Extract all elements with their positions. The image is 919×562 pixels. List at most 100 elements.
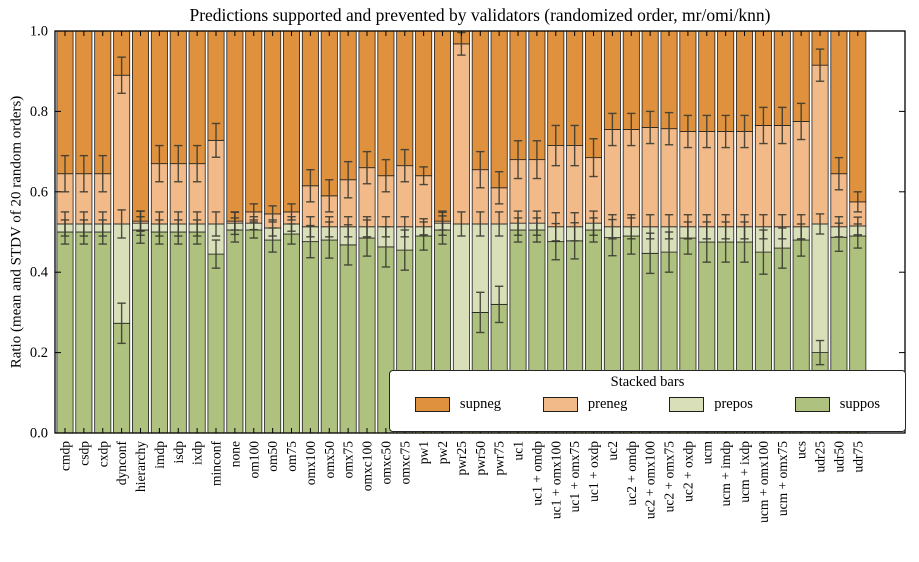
- legend-label-suppos: suppos: [839, 396, 881, 412]
- bar-segment-suppos: [75, 231, 93, 434]
- bar-segment-suppos: [301, 241, 319, 434]
- legend-title: Stacked bars: [610, 374, 685, 390]
- bar-segment-supneg: [132, 30, 150, 222]
- bar-segment-suppos: [283, 233, 301, 434]
- bar-segment-suppos: [264, 239, 282, 434]
- bar-segment-supneg: [415, 30, 433, 177]
- x-tick-label: imdp: [152, 441, 167, 469]
- bar-segment-supneg: [358, 30, 376, 169]
- bar-segment-supneg: [320, 30, 338, 197]
- bar-segment-supneg: [283, 30, 301, 213]
- x-tick-label: uc2: [605, 441, 620, 461]
- y-tick-label: 0.4: [30, 265, 49, 281]
- y-tick-label: 0.0: [30, 426, 48, 442]
- x-tick-label: csdp: [76, 441, 91, 466]
- legend-row: supneg preneg prepos suppos: [390, 396, 905, 413]
- bar-segment-supneg: [490, 30, 508, 189]
- bar-segment-supneg: [301, 30, 319, 187]
- legend-item-prepos: prepos: [669, 396, 753, 413]
- bar-segment-prepos: [811, 223, 829, 354]
- bar-segment-supneg: [830, 30, 848, 175]
- bar-segment-supneg: [188, 30, 206, 165]
- x-tick-label: ucm: [699, 441, 714, 465]
- x-tick-label: pwr50: [473, 441, 488, 476]
- bar-segment-supneg: [849, 30, 867, 203]
- x-tick-label: ucm + omx100: [756, 441, 771, 523]
- bar-segment-supneg: [471, 30, 489, 171]
- bar-segment-supneg: [56, 30, 74, 175]
- bar-segment-suppos: [132, 229, 150, 434]
- legend: Stacked bars supneg preneg prepos suppos: [389, 370, 906, 432]
- x-tick-label: omxc75: [397, 441, 412, 485]
- legend-item-preneg: preneg: [542, 396, 628, 413]
- x-tick-label: pwr25: [454, 441, 469, 476]
- x-tick-label: pwr75: [492, 441, 507, 476]
- bar-segment-supneg: [226, 30, 244, 222]
- x-tick-label: isdp: [171, 441, 186, 464]
- x-tick-label: omx100: [303, 441, 318, 486]
- x-tick-label: udr25: [813, 441, 828, 473]
- bar-segment-preneg: [113, 74, 131, 225]
- x-tick-label: uc1 + omx75: [567, 441, 582, 513]
- bar-segment-supneg: [150, 30, 168, 165]
- x-tick-label: om75: [284, 441, 299, 472]
- x-tick-label: uc2 + oxdp: [680, 441, 695, 502]
- legend-item-suppos: suppos: [794, 396, 881, 413]
- bar-segment-suppos: [226, 229, 244, 434]
- y-tick-label: 0.8: [30, 104, 48, 120]
- x-tick-label: omx75: [341, 441, 356, 479]
- bar-segment-prepos: [452, 223, 470, 394]
- legend-label-supneg: supneg: [459, 396, 502, 412]
- bar-segment-suppos: [188, 231, 206, 434]
- x-tick-label: om100: [246, 441, 261, 479]
- x-tick-label: uc1: [511, 441, 526, 461]
- x-tick-label: cmdp: [58, 441, 73, 471]
- preneg-swatch-icon: [542, 397, 578, 412]
- x-tick-label: pw1: [416, 441, 431, 464]
- x-tick-label: omxc50: [378, 441, 393, 485]
- x-tick-label: uc1 + omx100: [548, 441, 563, 519]
- bar-segment-suppos: [169, 231, 187, 434]
- x-tick-label: omxc100: [360, 441, 375, 491]
- bar-segment-preneg: [452, 43, 470, 225]
- bar-segment-supneg: [94, 30, 112, 175]
- x-tick-label: uc1 + omdp: [529, 441, 544, 506]
- x-tick-label: ucs: [794, 441, 809, 459]
- bar-segment-supneg: [169, 30, 187, 165]
- bar-segment-suppos: [207, 253, 225, 434]
- bar-segment-preneg: [811, 64, 829, 225]
- x-tick-label: ucm + ixdp: [737, 441, 752, 503]
- x-tick-label: uc2 + omx100: [643, 441, 658, 519]
- x-tick-label: uc1 + oxdp: [586, 441, 601, 502]
- bar-segment-supneg: [377, 30, 395, 177]
- plot-border: [54, 30, 906, 434]
- x-tick-label: ixdp: [190, 441, 205, 465]
- legend-label-prepos: prepos: [714, 396, 753, 412]
- y-tick-label: 0.2: [30, 345, 48, 361]
- x-tick-label: uc2 + omx75: [662, 441, 677, 513]
- x-tick-label: minconf: [209, 441, 224, 486]
- bar-segment-suppos: [94, 231, 112, 434]
- x-tick-label: ucm + imdp: [718, 441, 733, 507]
- legend-label-preneg: preneg: [587, 396, 628, 412]
- legend-item-supneg: supneg: [414, 396, 502, 413]
- x-tick-label: none: [227, 441, 242, 467]
- bar-segment-suppos: [150, 231, 168, 434]
- x-tick-label: omx50: [322, 441, 337, 479]
- y-tick-label: 1.0: [30, 24, 48, 40]
- x-tick-label: om50: [265, 441, 280, 472]
- bar-segment-suppos: [320, 239, 338, 434]
- x-tick-label: pw2: [435, 441, 450, 464]
- x-tick-label: hierarchy: [133, 441, 148, 492]
- chart-title: Predictions supported and prevented by v…: [189, 5, 771, 25]
- x-tick-label: udr75: [850, 441, 865, 473]
- bar-segment-suppos: [245, 229, 263, 434]
- bar-segment-supneg: [75, 30, 93, 175]
- bar-segment-suppos: [56, 231, 74, 434]
- supneg-swatch-icon: [414, 397, 450, 412]
- bar-segment-supneg: [339, 30, 357, 181]
- prepos-swatch-icon: [669, 397, 705, 412]
- suppos-swatch-icon: [794, 397, 830, 412]
- x-tick-label: cxdp: [95, 441, 110, 467]
